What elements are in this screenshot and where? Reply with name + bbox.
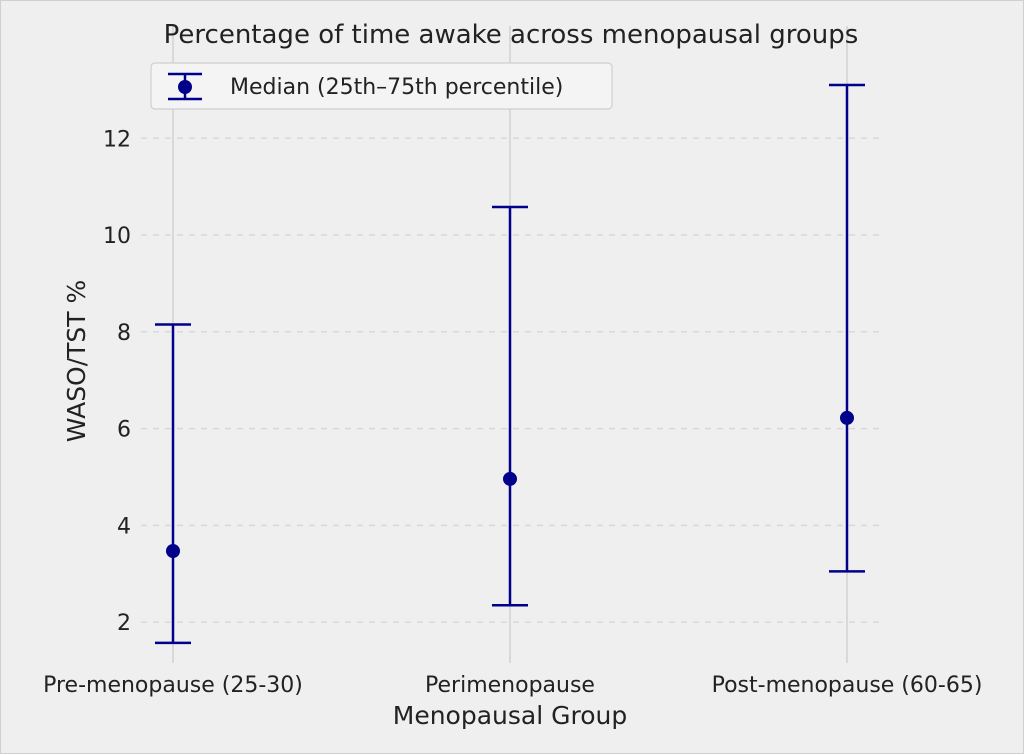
median-point <box>840 410 854 425</box>
x-axis-label: Menopausal Group <box>393 701 627 730</box>
legend-marker <box>178 80 192 94</box>
grid-layer: 2 4 6 8 10 12 Pre-menopause (25-30) Perimenopau… <box>43 26 982 698</box>
mark-layer <box>155 83 865 645</box>
legend-box <box>150 62 613 110</box>
legend: Median (25th–75th percentile) <box>150 62 613 110</box>
y-tick-label: 8 <box>117 321 131 346</box>
x-tick-label: Post-menopause (60-65) <box>712 673 983 698</box>
chart-title: Percentage of time awake across menopaus… <box>164 20 859 50</box>
median-point <box>503 471 517 486</box>
y-tick-label: 10 <box>103 224 131 249</box>
x-tick-label: Pre-menopause (25-30) <box>43 673 303 698</box>
legend-label: Median (25th–75th percentile) <box>230 75 563 100</box>
y-tick-label: 12 <box>103 127 131 152</box>
y-tick-label: 6 <box>117 418 131 443</box>
y-tick-label: 4 <box>117 514 131 539</box>
x-tick-label: Perimenopause <box>425 673 595 698</box>
y-tick-label: 2 <box>117 611 131 636</box>
median-point <box>166 544 180 558</box>
y-axis-label: WASO/TST % <box>62 280 91 443</box>
